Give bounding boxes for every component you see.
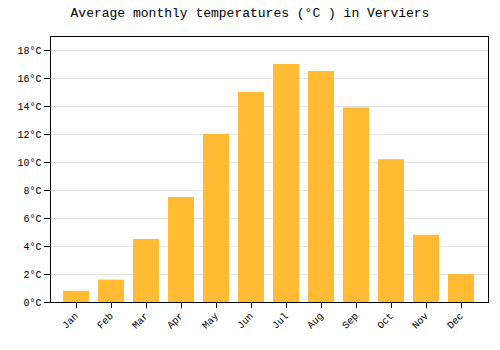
svg-text:2°C: 2°C [23, 270, 41, 281]
svg-text:Nov: Nov [410, 311, 431, 332]
svg-text:6°C: 6°C [23, 214, 41, 225]
svg-text:Sep: Sep [340, 311, 361, 332]
svg-text:Jul: Jul [270, 311, 291, 332]
svg-text:16°C: 16°C [17, 74, 41, 85]
svg-text:0°C: 0°C [23, 298, 41, 309]
svg-text:Oct: Oct [375, 311, 396, 332]
svg-text:Apr: Apr [165, 311, 186, 332]
svg-text:Aug: Aug [305, 311, 326, 332]
svg-text:Mar: Mar [130, 311, 151, 332]
svg-text:Jan: Jan [60, 311, 81, 332]
svg-text:Jun: Jun [235, 311, 256, 332]
svg-text:12°C: 12°C [17, 130, 41, 141]
svg-text:18°C: 18°C [17, 46, 41, 57]
svg-text:Dec: Dec [445, 311, 466, 332]
html-text:Average monthly temperatures (: Average monthly temperatures (°C ) in Ve… [70, 6, 430, 21]
svg-text:14°C: 14°C [17, 102, 41, 113]
svg-text:8°C: 8°C [23, 186, 41, 197]
svg-text:May: May [200, 311, 221, 332]
svg-text:10°C: 10°C [17, 158, 41, 169]
svg-text:4°C: 4°C [23, 242, 41, 253]
svg-text:Feb: Feb [95, 311, 116, 332]
